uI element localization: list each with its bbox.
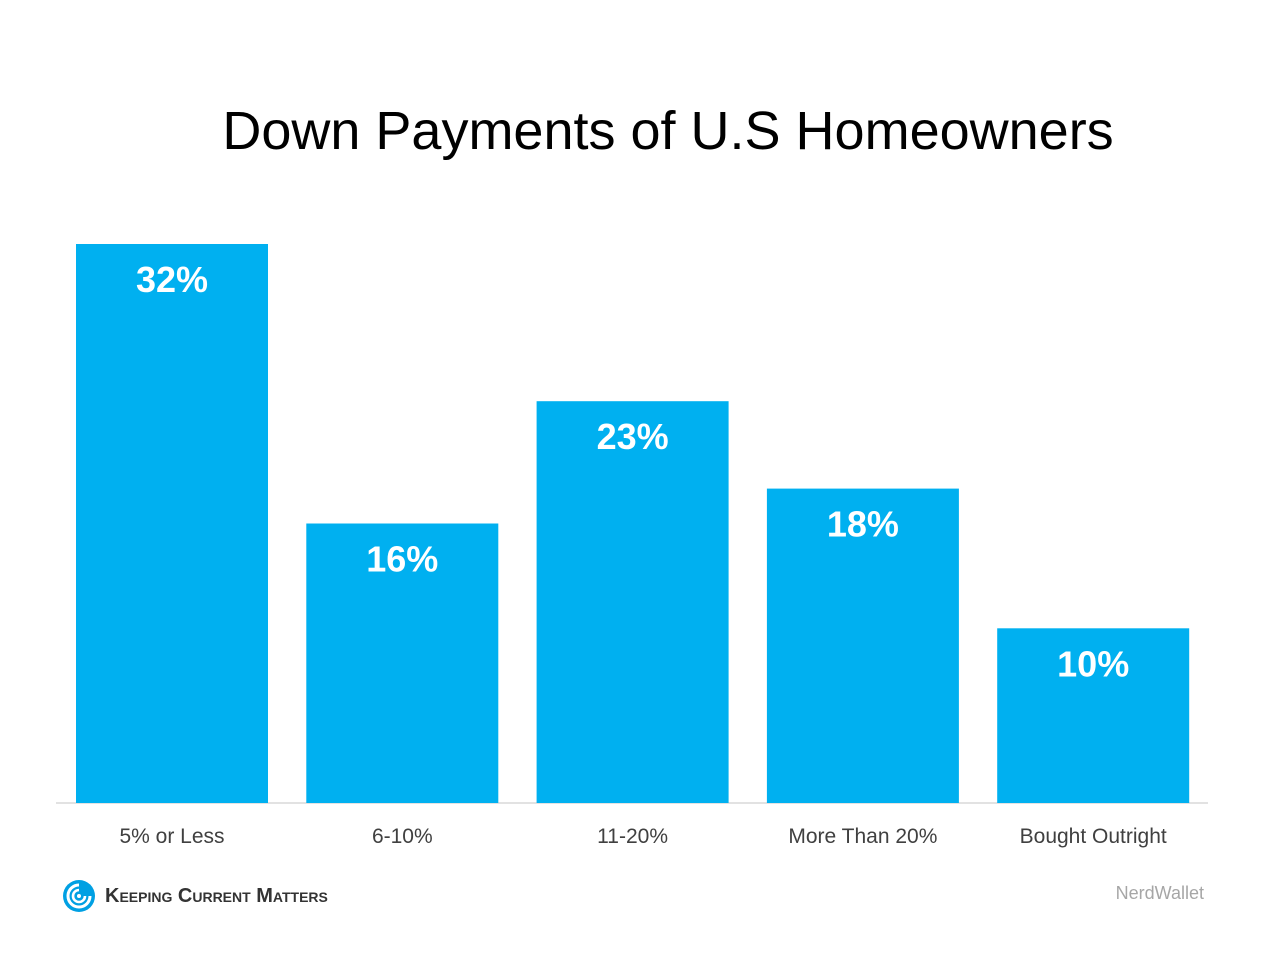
bar-4 bbox=[997, 628, 1190, 803]
x-tick-labels-group: 5% or Less 6-10% 11-20% More Than 20% Bought… bbox=[119, 825, 1166, 848]
value-label-0: 32% bbox=[136, 259, 208, 300]
x-tick-label-1: 6-10% bbox=[372, 825, 433, 848]
source-credit: NerdWallet bbox=[1115, 883, 1204, 903]
value-labels-group: 32% 16% 23% 18% 10% bbox=[136, 259, 1129, 684]
x-tick-label-0: 5% or Less bbox=[119, 825, 224, 848]
bar-0 bbox=[76, 244, 268, 803]
bar-1 bbox=[306, 523, 499, 803]
x-tick-label-4: Bought Outright bbox=[1020, 825, 1167, 848]
chart-title: Down Payments of U.S Homeowners bbox=[222, 101, 1114, 161]
x-tick-label-3: More Than 20% bbox=[788, 825, 937, 848]
brand-logo: Keeping Current Matters bbox=[62, 876, 328, 916]
x-tick-label-2: 11-20% bbox=[597, 825, 668, 848]
bar-2 bbox=[536, 401, 729, 803]
value-label-3: 18% bbox=[827, 504, 899, 545]
value-label-4: 10% bbox=[1057, 643, 1129, 684]
bar-3 bbox=[766, 488, 959, 803]
kcm-swirl-icon bbox=[63, 880, 95, 912]
value-label-1: 16% bbox=[366, 539, 438, 580]
brand-name: Keeping Current Matters bbox=[105, 884, 328, 907]
bars-group bbox=[76, 244, 1190, 803]
value-label-2: 23% bbox=[597, 416, 669, 457]
